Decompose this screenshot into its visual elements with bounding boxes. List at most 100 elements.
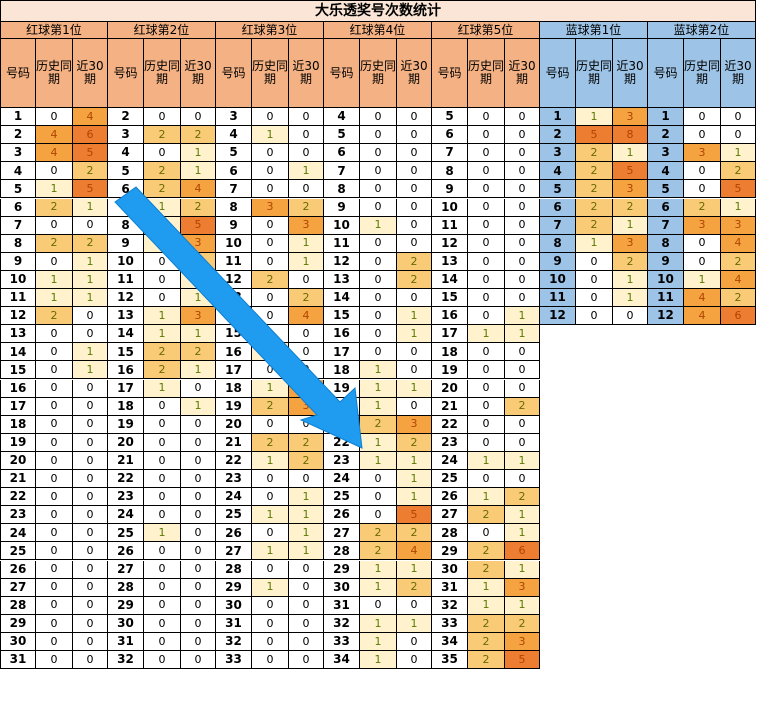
history-count-cell: 0: [468, 470, 505, 489]
history-count-cell: 0: [36, 108, 73, 127]
recent30-count-cell: 0: [289, 343, 324, 362]
number-cell: 25: [432, 470, 468, 489]
history-count-cell: 0: [144, 470, 181, 489]
number-cell: 16: [108, 361, 144, 380]
group-header: 红球第1位: [0, 22, 108, 39]
history-count-cell: 0: [252, 632, 289, 651]
number-cell: 35: [432, 651, 468, 670]
column-header: 历史同期: [468, 39, 505, 108]
number-cell: 33: [324, 632, 360, 651]
number-cell: 5: [108, 162, 144, 181]
history-count-cell: 0: [684, 234, 721, 253]
recent30-count-cell: 1: [73, 198, 108, 217]
history-count-cell: 0: [468, 198, 505, 217]
number-cell: 6: [0, 198, 36, 217]
recent30-count-cell: 1: [397, 470, 432, 489]
recent30-count-cell: 0: [181, 596, 216, 615]
recent30-count-cell: 0: [73, 596, 108, 615]
number-cell: 14: [324, 289, 360, 308]
number-cell: 26: [324, 506, 360, 525]
history-count-cell: 0: [252, 162, 289, 181]
history-count-cell: 0: [252, 651, 289, 670]
number-cell: 7: [324, 162, 360, 181]
history-count-cell: 0: [468, 162, 505, 181]
number-cell: 4: [216, 126, 252, 145]
history-count-cell: 0: [36, 506, 73, 525]
history-count-cell: 2: [576, 216, 613, 235]
history-count-cell: 2: [468, 542, 505, 561]
history-count-cell: 0: [360, 252, 397, 271]
history-count-cell: 1: [144, 307, 181, 326]
recent30-count-cell: 5: [73, 180, 108, 199]
column-header: 历史同期: [684, 39, 721, 108]
recent30-count-cell: 4: [181, 180, 216, 199]
number-cell: 29: [324, 560, 360, 579]
history-count-cell: 0: [144, 397, 181, 416]
history-count-cell: 0: [36, 614, 73, 633]
group-header: 蓝球第2位: [648, 22, 756, 39]
recent30-count-cell: 0: [73, 451, 108, 470]
history-count-cell: 1: [144, 524, 181, 543]
number-cell: 12: [432, 234, 468, 253]
history-count-cell: 0: [36, 252, 73, 271]
number-cell: 13: [216, 289, 252, 308]
recent30-count-cell: 5: [181, 216, 216, 235]
number-cell: 5: [432, 108, 468, 127]
history-count-cell: 4: [36, 126, 73, 145]
recent30-count-cell: 2: [73, 234, 108, 253]
history-count-cell: 2: [36, 198, 73, 217]
recent30-count-cell: 0: [397, 216, 432, 235]
number-cell: 22: [108, 470, 144, 489]
recent30-count-cell: 1: [181, 361, 216, 380]
history-count-cell: 1: [36, 180, 73, 199]
history-count-cell: 0: [252, 216, 289, 235]
history-count-cell: 1: [360, 451, 397, 470]
number-cell: 30: [432, 560, 468, 579]
recent30-count-cell: 1: [721, 144, 756, 163]
recent30-count-cell: 2: [721, 289, 756, 308]
recent30-count-cell: 0: [73, 379, 108, 398]
history-count-cell: 0: [36, 397, 73, 416]
recent30-count-cell: 1: [289, 506, 324, 525]
history-count-cell: 0: [468, 108, 505, 127]
recent30-count-cell: 0: [505, 289, 540, 308]
history-count-cell: 0: [144, 578, 181, 597]
number-cell: 11: [648, 289, 684, 308]
number-cell: 32: [324, 614, 360, 633]
number-cell: 11: [216, 252, 252, 271]
number-cell: 8: [648, 234, 684, 253]
number-cell: 22: [432, 415, 468, 434]
recent30-count-cell: 3: [181, 234, 216, 253]
recent30-count-cell: 1: [397, 325, 432, 344]
column-header: 号码: [648, 39, 684, 108]
history-count-cell: 2: [360, 542, 397, 561]
history-count-cell: 0: [36, 361, 73, 380]
number-cell: 30: [216, 596, 252, 615]
history-count-cell: 2: [36, 307, 73, 326]
history-count-cell: 1: [684, 270, 721, 289]
history-count-cell: 0: [468, 180, 505, 199]
history-count-cell: 0: [360, 506, 397, 525]
recent30-count-cell: 0: [505, 470, 540, 489]
history-count-cell: 2: [576, 180, 613, 199]
number-cell: 31: [324, 596, 360, 615]
number-cell: 30: [324, 578, 360, 597]
number-cell: 25: [108, 524, 144, 543]
number-cell: 12: [324, 252, 360, 271]
history-count-cell: 0: [36, 524, 73, 543]
history-count-cell: 2: [360, 524, 397, 543]
history-count-cell: 0: [252, 488, 289, 507]
number-cell: 16: [324, 325, 360, 344]
recent30-count-cell: 5: [613, 162, 648, 181]
history-count-cell: 0: [468, 524, 505, 543]
recent30-count-cell: 0: [73, 415, 108, 434]
history-count-cell: 0: [36, 343, 73, 362]
history-count-cell: 0: [252, 252, 289, 271]
recent30-count-cell: 1: [73, 361, 108, 380]
recent30-count-cell: 3: [613, 180, 648, 199]
history-count-cell: 1: [360, 651, 397, 670]
history-count-cell: 2: [468, 632, 505, 651]
column-header: 历史同期: [576, 39, 613, 108]
recent30-count-cell: 0: [397, 343, 432, 362]
recent30-count-cell: 1: [289, 542, 324, 561]
